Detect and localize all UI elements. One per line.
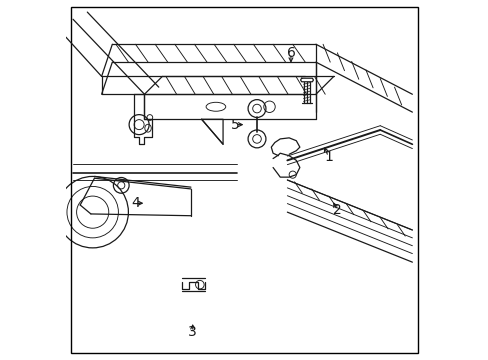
Text: 4: 4 — [131, 196, 140, 210]
Text: 5: 5 — [231, 118, 240, 132]
Text: 3: 3 — [188, 325, 197, 339]
Text: 6: 6 — [286, 46, 295, 60]
Text: 2: 2 — [332, 203, 341, 217]
Text: 1: 1 — [324, 150, 332, 164]
